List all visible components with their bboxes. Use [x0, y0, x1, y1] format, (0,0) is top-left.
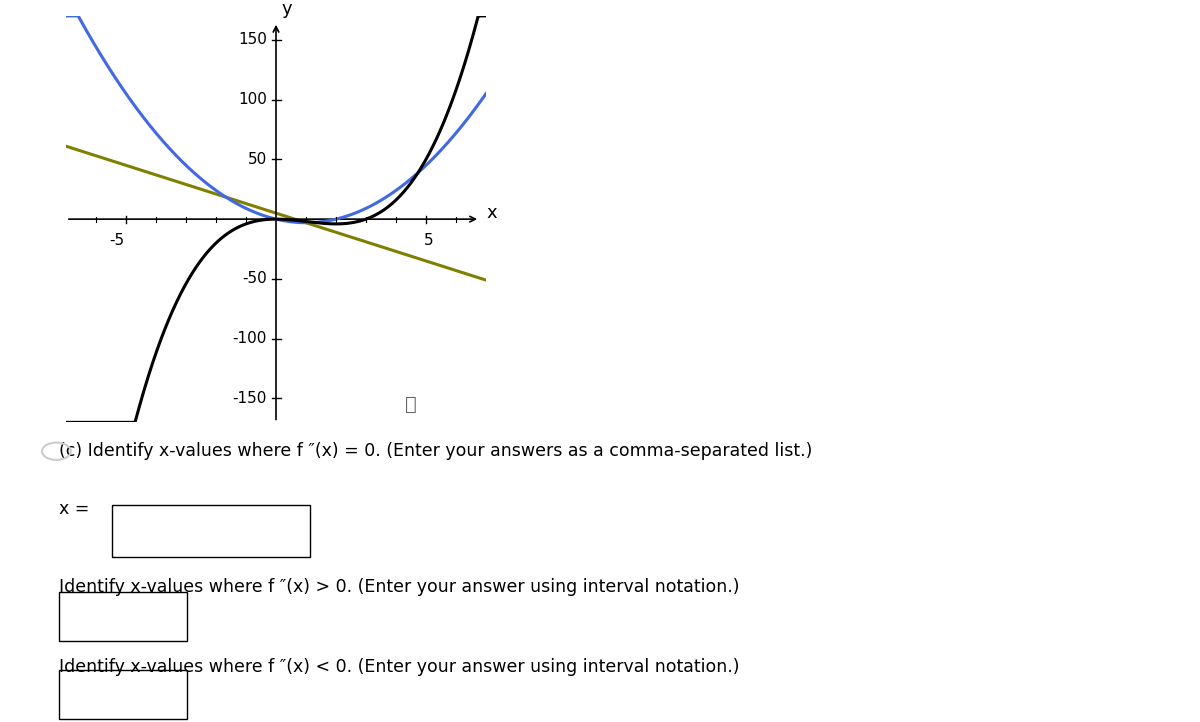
Text: 150: 150	[238, 32, 266, 48]
Text: 50: 50	[247, 152, 266, 167]
Text: Identify x-values where f ″(x) < 0. (Enter your answer using interval notation.): Identify x-values where f ″(x) < 0. (Ent…	[59, 658, 739, 677]
Text: -150: -150	[233, 391, 266, 406]
Bar	[112, 505, 310, 557]
Text: x: x	[486, 204, 497, 222]
Text: -5: -5	[109, 233, 125, 248]
Text: -100: -100	[233, 331, 266, 346]
Text: 100: 100	[238, 92, 266, 107]
Bar	[59, 670, 187, 719]
Text: 5: 5	[424, 233, 434, 248]
Text: ⓘ: ⓘ	[406, 395, 416, 414]
Bar	[59, 592, 187, 641]
Text: Identify x-values where f ″(x) > 0. (Enter your answer using interval notation.): Identify x-values where f ″(x) > 0. (Ent…	[59, 578, 739, 596]
Text: y: y	[282, 0, 293, 18]
Text: -50: -50	[242, 271, 266, 287]
Text: x =: x =	[59, 500, 90, 518]
Text: (c) Identify x-values where f ″(x) = 0. (Enter your answers as a comma-separated: (c) Identify x-values where f ″(x) = 0. …	[59, 442, 812, 460]
